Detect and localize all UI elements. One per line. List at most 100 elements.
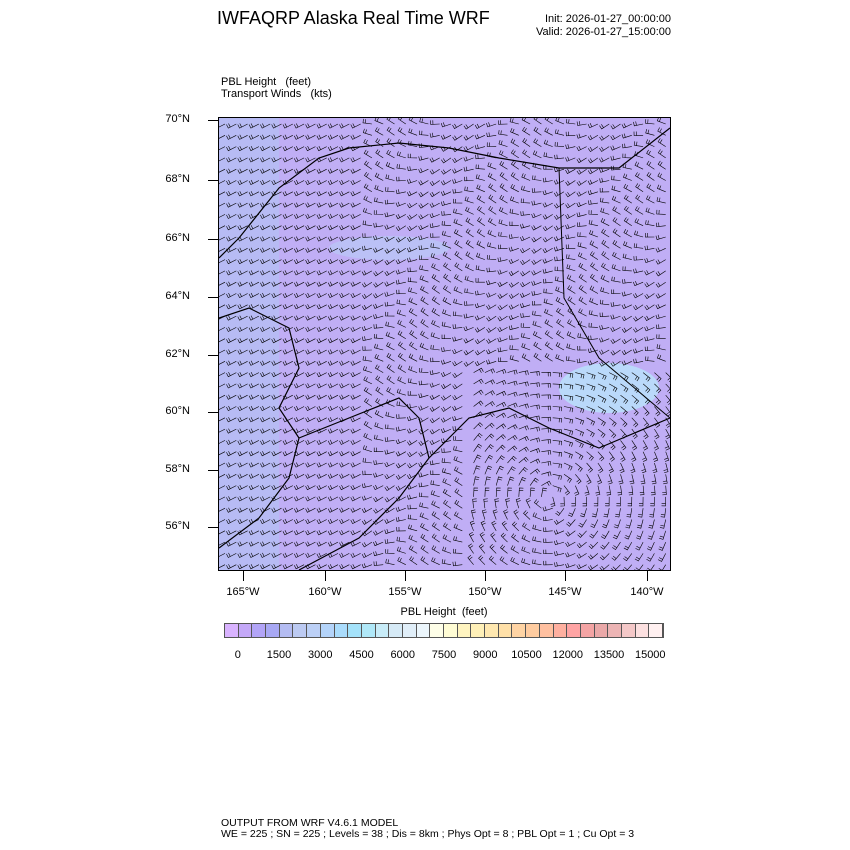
wind-barb	[316, 507, 327, 513]
wind-barb	[418, 214, 429, 220]
wind-barb	[521, 342, 531, 351]
wind-barb	[563, 474, 572, 483]
wind-barb	[599, 337, 610, 343]
wind-barb	[339, 439, 350, 445]
wind-barb	[316, 292, 327, 298]
wind-barb	[350, 383, 361, 389]
wind-barb	[555, 296, 565, 306]
wind-barb	[305, 394, 316, 400]
wind-barb	[518, 436, 529, 442]
wind-barb	[293, 315, 305, 321]
wind-barb	[260, 157, 271, 163]
wind-barb	[271, 168, 282, 174]
wind-barb	[350, 225, 361, 231]
wind-barb	[606, 485, 612, 496]
wind-barb	[484, 487, 490, 497]
wind-barb	[226, 405, 237, 411]
colorbar-box	[375, 624, 390, 637]
wind-barb	[567, 285, 576, 294]
wind-barb	[507, 369, 518, 375]
wind-barb	[611, 276, 621, 283]
wind-barb	[589, 240, 599, 249]
wind-barb	[431, 557, 440, 565]
wind-barb	[441, 559, 452, 565]
wind-barb	[529, 477, 539, 486]
wind-barb	[599, 167, 610, 173]
wind-barb	[418, 440, 429, 446]
wind-barb	[418, 202, 429, 209]
wind-barb	[442, 309, 452, 317]
wind-barb	[305, 371, 316, 378]
wind-barb	[248, 507, 260, 513]
wind-barb	[582, 496, 587, 507]
wind-barb	[513, 509, 520, 520]
wind-barb	[588, 541, 599, 550]
wind-barb	[641, 462, 647, 474]
wind-barb	[454, 488, 463, 498]
wind-barb	[293, 541, 305, 547]
wind-barb	[282, 292, 293, 298]
wind-barb	[316, 473, 327, 479]
wind-barb	[584, 485, 590, 496]
wind-barb	[541, 450, 552, 455]
wind-barb	[384, 236, 395, 242]
wind-barb	[609, 406, 617, 416]
wind-barb	[384, 291, 395, 297]
wind-barb	[271, 552, 282, 558]
wind-barb	[610, 135, 621, 141]
wind-barb	[350, 564, 361, 570]
wind-barb	[316, 145, 327, 152]
wind-barb	[327, 304, 339, 310]
wind-barb	[271, 439, 282, 445]
wind-barb	[661, 496, 666, 507]
wind-barb	[563, 451, 573, 459]
wind-barb	[248, 394, 260, 400]
wind-barb	[282, 157, 293, 163]
wind-barb	[397, 330, 406, 339]
wind-barb	[552, 440, 562, 446]
wind-barb	[316, 439, 327, 445]
wind-barb	[248, 462, 260, 468]
wind-barb	[440, 122, 452, 128]
wind-barb	[260, 417, 271, 423]
wind-barb	[590, 519, 599, 529]
wind-barb	[659, 530, 666, 540]
wind-barb	[226, 191, 237, 197]
wind-barb	[420, 556, 429, 565]
wind-barb	[429, 180, 440, 186]
wind-barb	[498, 219, 508, 226]
wind-barb	[260, 134, 271, 140]
wind-barb	[487, 217, 497, 226]
wind-barb	[316, 564, 327, 570]
wind-barb	[520, 223, 531, 229]
wind-barb	[464, 275, 474, 283]
wind-barb	[226, 439, 237, 445]
wind-barb	[633, 304, 644, 311]
wind-barb	[384, 248, 395, 254]
wind-barb	[384, 496, 395, 503]
wind-barb	[429, 428, 440, 435]
wind-barb	[440, 417, 452, 423]
wind-barb	[396, 163, 406, 170]
wind-barb	[644, 315, 655, 321]
wind-barb	[271, 405, 282, 411]
wind-barb	[316, 360, 327, 366]
wind-barb	[541, 480, 552, 486]
wind-barb	[508, 258, 519, 265]
wind-barb	[509, 335, 519, 340]
wind-barb	[305, 258, 316, 265]
wind-barb	[531, 259, 542, 265]
field-label-winds: Transport Winds (kts)	[221, 88, 332, 100]
wind-barb	[363, 149, 373, 159]
wind-barb	[363, 432, 373, 441]
wind-barb	[586, 462, 593, 473]
wind-barb	[327, 258, 339, 265]
wind-barb	[518, 392, 529, 398]
wind-barb	[397, 139, 406, 147]
wind-barb	[327, 417, 339, 423]
wind-barb	[361, 281, 373, 288]
wind-barb	[339, 462, 350, 468]
wind-barb	[237, 405, 248, 411]
wind-barb	[282, 530, 293, 536]
wind-barb	[305, 564, 316, 570]
